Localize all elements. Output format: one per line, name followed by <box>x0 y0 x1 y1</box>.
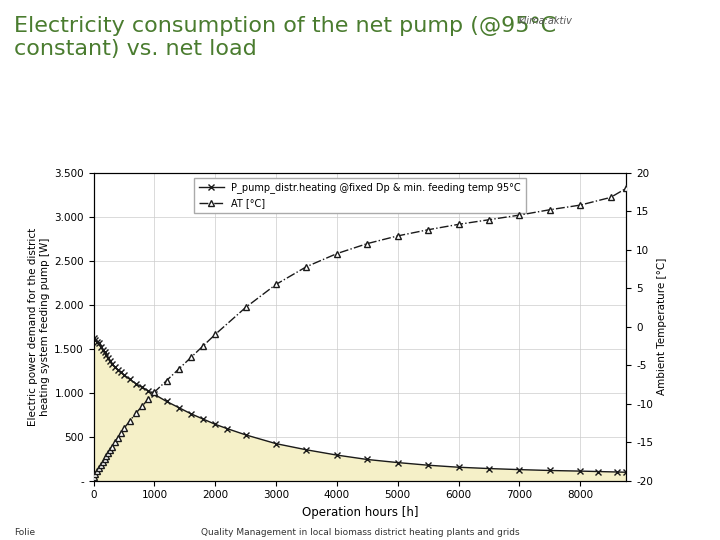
P_pump_distr.heating @fixed Dp & min. feeding temp 95°C <box>162 398 171 404</box>
P_pump_distr.heating @fixed Dp & min. feeding temp 95°C <box>107 360 116 367</box>
AT [°C] <box>89 474 98 480</box>
P_pump_distr.heating @fixed Dp & min. feeding temp 95°C <box>104 355 112 362</box>
AT [°C] <box>120 425 128 431</box>
P_pump_distr.heating @fixed Dp & min. feeding temp 95°C <box>393 460 402 466</box>
P_pump_distr.heating @fixed Dp & min. feeding temp 95°C <box>515 467 523 473</box>
P_pump_distr.heating @fixed Dp & min. feeding temp 95°C <box>363 456 372 463</box>
AT [°C] <box>107 443 116 450</box>
Line: AT [°C]: AT [°C] <box>91 185 629 480</box>
P_pump_distr.heating @fixed Dp & min. feeding temp 95°C <box>622 469 631 476</box>
P_pump_distr.heating @fixed Dp & min. feeding temp 95°C <box>576 468 585 474</box>
P_pump_distr.heating @fixed Dp & min. feeding temp 95°C <box>424 462 433 469</box>
AT [°C] <box>174 366 183 372</box>
AT [°C] <box>100 456 109 462</box>
AT [°C] <box>271 281 280 288</box>
P_pump_distr.heating @fixed Dp & min. feeding temp 95°C <box>241 431 250 438</box>
AT [°C] <box>111 439 120 446</box>
P_pump_distr.heating @fixed Dp & min. feeding temp 95°C <box>302 447 311 453</box>
AT [°C] <box>114 434 122 441</box>
AT [°C] <box>150 389 158 395</box>
X-axis label: Operation hours [h]: Operation hours [h] <box>302 506 418 519</box>
P_pump_distr.heating @fixed Dp & min. feeding temp 95°C <box>454 464 463 470</box>
P_pump_distr.heating @fixed Dp & min. feeding temp 95°C <box>174 404 183 411</box>
Text: klima:aktiv: klima:aktiv <box>518 16 572 26</box>
P_pump_distr.heating @fixed Dp & min. feeding temp 95°C <box>111 364 120 370</box>
AT [°C] <box>576 202 585 208</box>
Legend: P_pump_distr.heating @fixed Dp & min. feeding temp 95°C, AT [°C]: P_pump_distr.heating @fixed Dp & min. fe… <box>194 178 526 213</box>
AT [°C] <box>363 240 372 247</box>
P_pump_distr.heating @fixed Dp & min. feeding temp 95°C <box>93 339 102 345</box>
Text: Folie: Folie <box>14 528 35 537</box>
Y-axis label: Electric power demand for the district
heating system feeding pump [W]: Electric power demand for the district h… <box>29 227 50 426</box>
P_pump_distr.heating @fixed Dp & min. feeding temp 95°C <box>126 376 135 383</box>
P_pump_distr.heating @fixed Dp & min. feeding temp 95°C <box>100 349 109 355</box>
P_pump_distr.heating @fixed Dp & min. feeding temp 95°C <box>99 346 107 353</box>
P_pump_distr.heating @fixed Dp & min. feeding temp 95°C <box>114 367 122 373</box>
AT [°C] <box>186 354 195 361</box>
AT [°C] <box>211 331 220 338</box>
AT [°C] <box>515 212 523 218</box>
AT [°C] <box>93 468 102 475</box>
P_pump_distr.heating @fixed Dp & min. feeding temp 95°C <box>144 388 153 394</box>
AT [°C] <box>241 304 250 310</box>
AT [°C] <box>333 251 341 257</box>
P_pump_distr.heating @fixed Dp & min. feeding temp 95°C <box>96 343 105 350</box>
P_pump_distr.heating @fixed Dp & min. feeding temp 95°C <box>186 410 195 417</box>
AT [°C] <box>138 403 147 409</box>
Line: P_pump_distr.heating @fixed Dp & min. feeding temp 95°C: P_pump_distr.heating @fixed Dp & min. fe… <box>91 335 629 475</box>
AT [°C] <box>102 453 111 459</box>
P_pump_distr.heating @fixed Dp & min. feeding temp 95°C <box>95 340 104 347</box>
P_pump_distr.heating @fixed Dp & min. feeding temp 95°C <box>102 352 111 358</box>
AT [°C] <box>199 343 207 349</box>
P_pump_distr.heating @fixed Dp & min. feeding temp 95°C <box>211 421 220 428</box>
P_pump_distr.heating @fixed Dp & min. feeding temp 95°C <box>333 452 341 458</box>
Y-axis label: Ambient Temperature [°C]: Ambient Temperature [°C] <box>657 258 667 395</box>
AT [°C] <box>424 226 433 233</box>
P_pump_distr.heating @fixed Dp & min. feeding temp 95°C <box>546 467 554 474</box>
AT [°C] <box>485 217 493 223</box>
AT [°C] <box>546 206 554 213</box>
P_pump_distr.heating @fixed Dp & min. feeding temp 95°C <box>223 426 232 432</box>
AT [°C] <box>393 233 402 239</box>
P_pump_distr.heating @fixed Dp & min. feeding temp 95°C <box>271 441 280 447</box>
AT [°C] <box>162 377 171 384</box>
P_pump_distr.heating @fixed Dp & min. feeding temp 95°C <box>106 358 114 365</box>
AT [°C] <box>91 471 100 478</box>
P_pump_distr.heating @fixed Dp & min. feeding temp 95°C <box>91 336 100 343</box>
P_pump_distr.heating @fixed Dp & min. feeding temp 95°C <box>120 372 128 379</box>
P_pump_distr.heating @fixed Dp & min. feeding temp 95°C <box>485 465 493 472</box>
AT [°C] <box>144 396 153 402</box>
AT [°C] <box>117 430 125 436</box>
AT [°C] <box>454 221 463 227</box>
Text: Quality Management in local biomass district heating plants and grids: Quality Management in local biomass dist… <box>201 528 519 537</box>
AT [°C] <box>104 450 112 456</box>
P_pump_distr.heating @fixed Dp & min. feeding temp 95°C <box>612 469 621 475</box>
AT [°C] <box>606 194 615 201</box>
AT [°C] <box>96 462 105 469</box>
P_pump_distr.heating @fixed Dp & min. feeding temp 95°C <box>138 384 147 390</box>
P_pump_distr.heating @fixed Dp & min. feeding temp 95°C <box>594 468 603 475</box>
AT [°C] <box>302 264 311 270</box>
P_pump_distr.heating @fixed Dp & min. feeding temp 95°C <box>89 335 98 341</box>
AT [°C] <box>126 417 135 424</box>
AT [°C] <box>132 410 140 416</box>
AT [°C] <box>95 465 104 471</box>
P_pump_distr.heating @fixed Dp & min. feeding temp 95°C <box>150 391 158 397</box>
P_pump_distr.heating @fixed Dp & min. feeding temp 95°C <box>199 416 207 422</box>
P_pump_distr.heating @fixed Dp & min. feeding temp 95°C <box>132 381 140 387</box>
AT [°C] <box>106 447 114 453</box>
AT [°C] <box>622 185 631 191</box>
AT [°C] <box>99 459 107 465</box>
Text: Electricity consumption of the net pump (@95°C
constant) vs. net load: Electricity consumption of the net pump … <box>14 16 557 59</box>
P_pump_distr.heating @fixed Dp & min. feeding temp 95°C <box>117 369 125 376</box>
